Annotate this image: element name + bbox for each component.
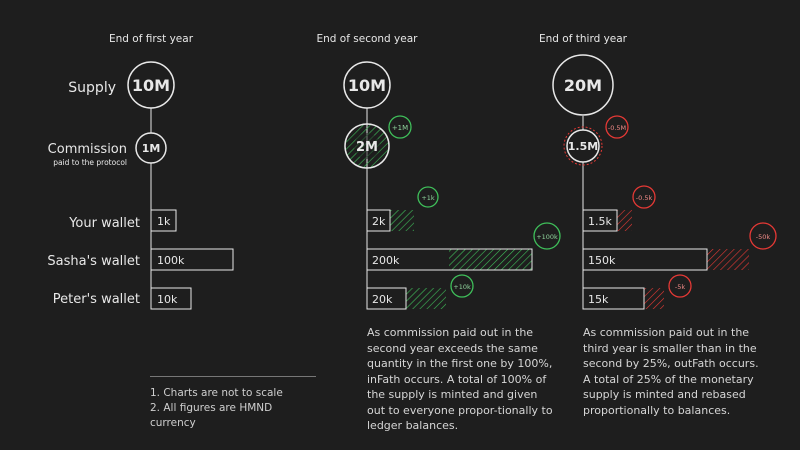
supply-circle: [343, 61, 391, 109]
wallet-delta: -0.5k: [636, 194, 653, 202]
wallet-delta: +10k: [453, 283, 471, 291]
column-year-2: End of second year 10M 2M +1M 2k +1k 200…: [317, 33, 561, 310]
commission-previous-outline: [563, 126, 603, 166]
commission-circle: [566, 129, 600, 163]
wallet-delta-badge: [417, 186, 439, 208]
deflation-explanation: As commission paid out in the third year…: [583, 326, 759, 417]
wallet-value: 2k: [372, 215, 386, 228]
supply-value: 10M: [132, 76, 170, 95]
wallet-delta-badge: [450, 274, 474, 298]
wallet-label-yours: Your wallet: [68, 216, 140, 231]
column-year-1: End of first year 10M 1M 1k 100k 10k: [109, 33, 234, 310]
wallet-delta-badge: [749, 222, 777, 250]
wallet-bar-peter: [582, 287, 645, 310]
wallet-bar-sasha: [150, 248, 234, 271]
wallet-decrease-fill: [617, 210, 632, 231]
wallet-increase-fill: [406, 288, 446, 309]
wallet-delta: -50k: [756, 233, 771, 241]
commission-delta: -0.5M: [608, 124, 626, 132]
wallet-value: 15k: [588, 293, 609, 306]
wallet-increase-fill: [390, 210, 414, 231]
commission-value: 1M: [142, 142, 161, 155]
wallet-bar-sasha: [582, 248, 708, 271]
wallet-delta: +100k: [536, 233, 558, 241]
footnote: 2. All figures are HMND currency: [150, 402, 273, 429]
wallet-delta-badge: [632, 185, 656, 209]
wallet-decrease-fill: [644, 288, 664, 309]
supply-value: 20M: [564, 76, 602, 95]
wallet-value: 20k: [372, 293, 393, 306]
commission-circle-core: [354, 133, 380, 159]
supply-label: Supply: [68, 80, 116, 96]
wallet-bar-yours: [150, 209, 177, 232]
commission-label: Commission: [48, 142, 127, 157]
wallet-value: 1k: [157, 215, 171, 228]
wallet-delta: +1k: [421, 194, 435, 202]
column-title: End of first year: [109, 33, 194, 45]
wallet-decrease-fill: [707, 249, 749, 270]
wallet-value: 200k: [372, 254, 400, 267]
commission-sublabel: paid to the protocol: [53, 158, 127, 167]
column-year-3: End of third year 20M 1.5M -0.5M 1.5k -0…: [539, 33, 777, 310]
wallet-increase-fill: [449, 249, 532, 270]
commission-value: 1.5M: [568, 140, 598, 153]
wallet-value: 150k: [588, 254, 616, 267]
footnotes: 1. Charts are not to scale 2. All figure…: [150, 376, 316, 431]
wallet-label-peter: Peter's wallet: [53, 292, 140, 307]
wallet-bar-sasha: [366, 248, 533, 271]
commission-delta-badge: [388, 115, 412, 139]
wallet-bar-peter: [366, 287, 407, 310]
wallet-delta-badge: [533, 222, 561, 250]
commission-delta-badge: [605, 115, 629, 139]
wallet-value: 1.5k: [588, 215, 612, 228]
supply-circle: [552, 54, 614, 116]
wallet-bar-yours: [366, 209, 391, 232]
column-title: End of second year: [317, 33, 419, 45]
supply-value: 10M: [348, 76, 386, 95]
commission-circle: [135, 132, 167, 164]
wallet-bar-yours: [582, 209, 618, 232]
commission-value: 2M: [356, 140, 378, 155]
wallet-label-sasha: Sasha's wallet: [47, 254, 140, 269]
wallet-value: 10k: [157, 293, 178, 306]
wallet-delta-badge: [668, 274, 692, 298]
column-title: End of third year: [539, 33, 628, 45]
supply-circle: [127, 61, 175, 109]
wallet-bar-peter: [150, 287, 192, 310]
wallet-value: 100k: [157, 254, 185, 267]
inflation-explanation: As commission paid out in the second yea…: [367, 326, 553, 432]
wallet-delta: -5k: [675, 283, 685, 291]
footnote: 1. Charts are not to scale: [150, 387, 283, 399]
commission-delta: +1M: [392, 124, 408, 132]
